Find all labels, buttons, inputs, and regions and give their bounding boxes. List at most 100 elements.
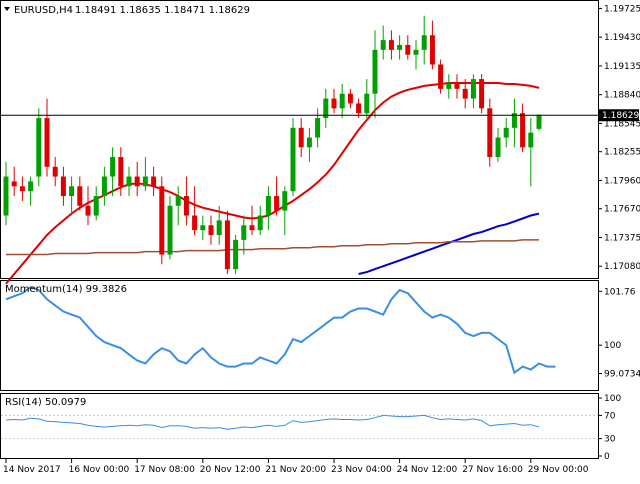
- candle-body: [306, 137, 312, 148]
- candle-body: [380, 40, 386, 50]
- price-tick-label: 1.17960: [604, 176, 640, 186]
- candle-body: [11, 181, 17, 187]
- candle-body: [462, 88, 468, 99]
- sma200-line: [6, 239, 539, 256]
- rsi-tick-label: 70: [604, 411, 616, 421]
- candle-body: [520, 113, 526, 148]
- candle-body: [183, 196, 189, 216]
- price-tick-label: 1.18840: [604, 91, 640, 101]
- price-tick-label: 1.19725: [604, 4, 640, 14]
- candle-body: [52, 166, 58, 177]
- price-axis: 1.19725 1.19430 1.19135 1.18840 1.18545 1.182…: [598, 4, 640, 272]
- candle-body: [216, 220, 222, 236]
- time-tick-label: 17 Nov 08:00: [134, 465, 195, 475]
- momentum-tick-label: 99.0734: [604, 370, 640, 380]
- candle-body: [495, 137, 501, 158]
- candle-body: [290, 127, 296, 192]
- candle-body: [356, 103, 362, 114]
- candle-body: [438, 64, 444, 89]
- sma100-line: [358, 212, 540, 275]
- candle-body: [274, 196, 280, 211]
- rsi-axis: 100 70 30 0: [598, 394, 621, 462]
- candle-body: [85, 205, 91, 216]
- candle-body: [224, 220, 230, 270]
- collapse-triangle-icon[interactable]: [4, 7, 10, 11]
- candle-body: [44, 118, 50, 167]
- candle-body: [429, 35, 435, 65]
- candle-body: [323, 98, 329, 119]
- price-tick-label: 1.19430: [604, 33, 640, 43]
- rsi-levels: [1, 414, 598, 440]
- candle-body: [77, 186, 83, 206]
- time-tick-label: 20 Nov 12:00: [200, 465, 261, 475]
- candle-body: [192, 215, 198, 231]
- time-axis: 14 Nov 2017 16 Nov 00:00 17 Nov 08:00 20 No…: [3, 459, 589, 475]
- rsi-series: [5, 414, 540, 430]
- candle-body: [479, 79, 485, 109]
- candle-body: [331, 98, 337, 109]
- candle-body: [249, 225, 255, 231]
- time-tick-label: 21 Nov 20:00: [265, 465, 326, 475]
- price-tick-label: 1.19135: [604, 62, 640, 72]
- candle-body: [167, 205, 173, 255]
- candle-body: [364, 93, 370, 114]
- rsi-tick-label: 0: [604, 452, 610, 462]
- candle-body: [298, 127, 304, 148]
- candle-body: [93, 196, 99, 216]
- chart-ohlc: 1.18491 1.18635 1.18471 1.18629: [75, 5, 250, 16]
- candle-body: [421, 35, 427, 50]
- candle-body: [454, 83, 460, 89]
- rsi-frame: [0, 393, 599, 459]
- time-tick-label: 24 Nov 12:00: [397, 465, 458, 475]
- candle-body: [159, 186, 165, 255]
- candle-body: [405, 44, 411, 55]
- momentum-axis: 101.76 100 99.0734: [598, 287, 640, 380]
- candle-body: [60, 176, 66, 197]
- price-tick-label: 1.17670: [604, 205, 640, 215]
- rsi-tick-label: 100: [604, 394, 621, 404]
- chart-symbol: EURUSD,H4: [14, 5, 73, 16]
- rsi-line: [5, 414, 540, 430]
- candle-body: [372, 49, 378, 94]
- price-tick-label: 1.18255: [604, 148, 640, 158]
- candle-body: [126, 176, 132, 187]
- candlesticks: [3, 15, 542, 274]
- candle-body: [134, 176, 140, 187]
- time-tick-label: 14 Nov 2017: [3, 465, 61, 475]
- candle-body: [446, 83, 452, 89]
- candle-body: [339, 93, 345, 109]
- candle-body: [528, 132, 534, 148]
- candle-body: [118, 157, 124, 187]
- price-tick-label: 1.17080: [604, 262, 640, 272]
- candle-body: [257, 215, 263, 231]
- candle-body: [200, 225, 206, 231]
- rsi-title: RSI(14) 50.0979: [5, 397, 86, 408]
- candle-body: [110, 157, 116, 177]
- candle-body: [413, 49, 419, 55]
- candle-body: [487, 108, 493, 158]
- candle-body: [282, 191, 288, 211]
- candle-body: [28, 181, 34, 192]
- candle-body: [233, 239, 239, 270]
- momentum-line: [5, 285, 556, 375]
- candle-body: [175, 196, 181, 206]
- time-tick-label: 27 Nov 16:00: [462, 465, 523, 475]
- candle-body: [397, 44, 403, 50]
- candle-body: [265, 196, 271, 216]
- price-tick-label: 1.17375: [604, 233, 640, 243]
- momentum-title: Momentum(14) 99.3826: [5, 284, 127, 295]
- candle-body: [470, 79, 476, 99]
- candle-body: [503, 127, 509, 138]
- candle-body: [36, 118, 42, 177]
- candle-body: [208, 225, 214, 236]
- momentum-tick-label: 101.76: [604, 287, 636, 297]
- candle-body: [19, 186, 25, 192]
- candle-body: [142, 176, 148, 187]
- time-tick-label: 16 Nov 00:00: [69, 465, 130, 475]
- momentum-tick-label: 100: [604, 341, 621, 351]
- current-price-tag: [599, 109, 639, 122]
- time-tick-label: 29 Nov 00:00: [528, 465, 589, 475]
- rsi-tick-label: 30: [604, 435, 616, 445]
- candle-body: [101, 176, 107, 197]
